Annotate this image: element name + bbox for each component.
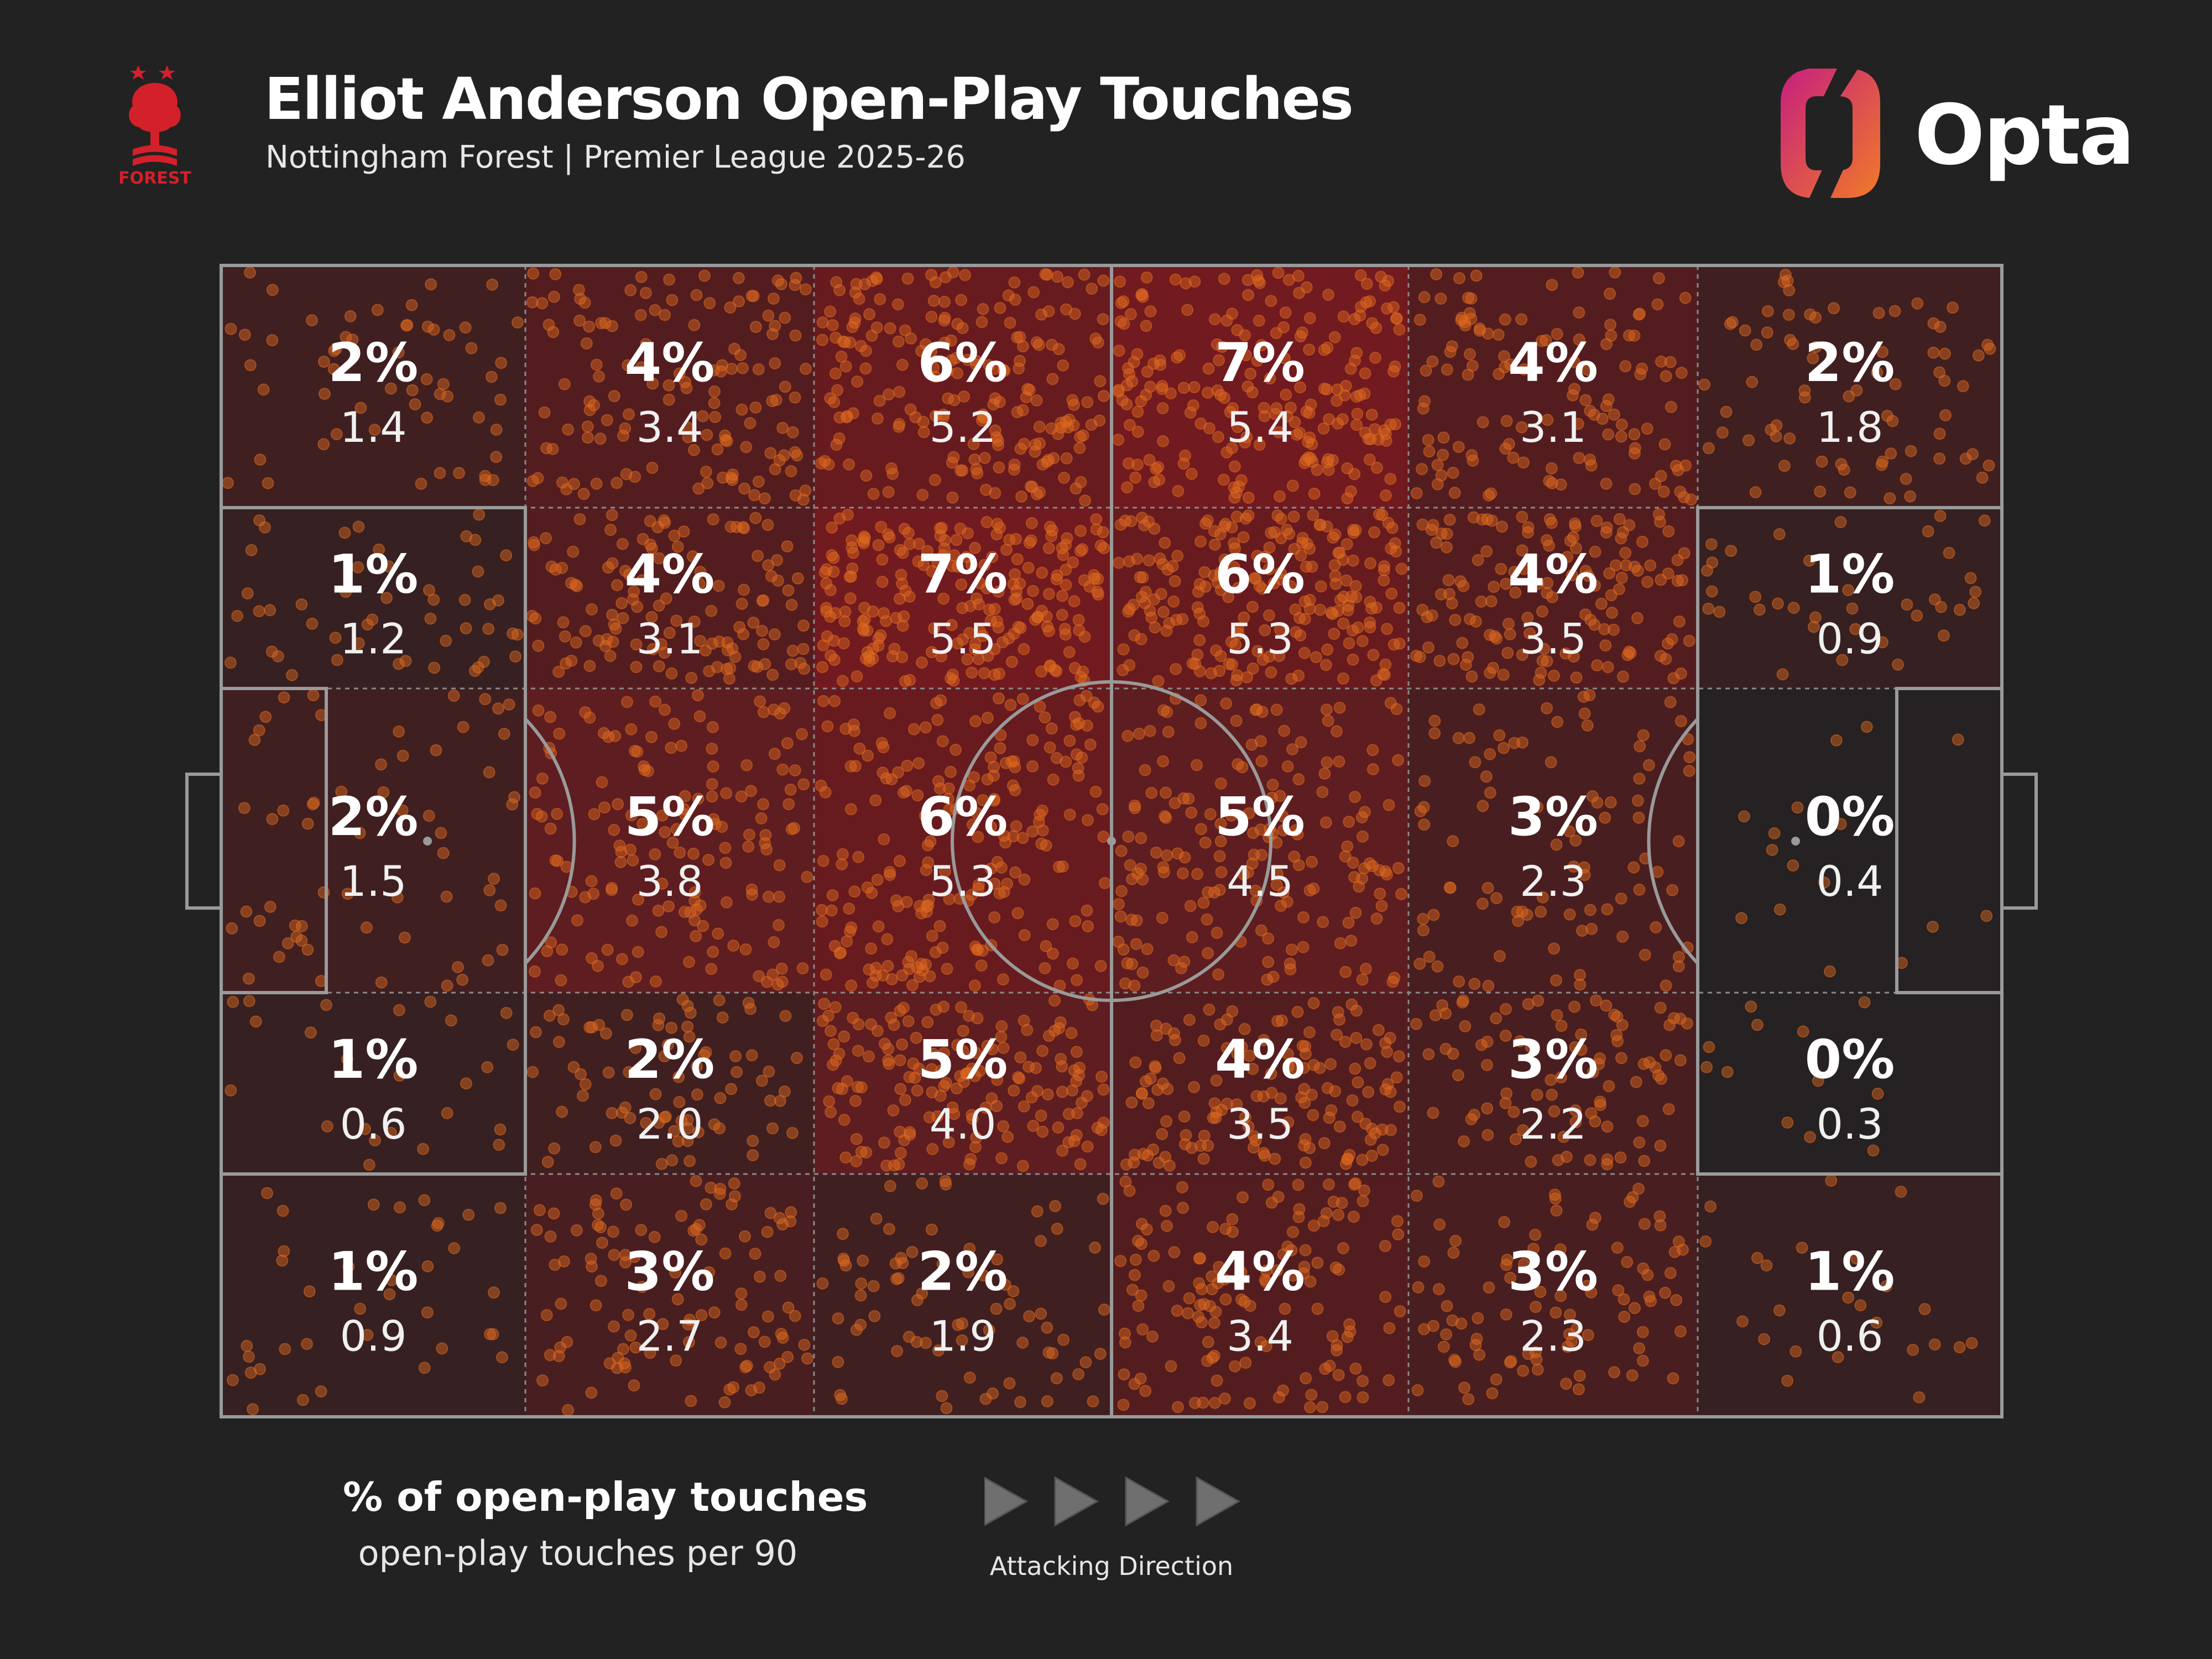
zone-pct-label: 3% bbox=[625, 1241, 715, 1303]
pitch-markings bbox=[185, 264, 2038, 1418]
zone-per90-label: 3.4 bbox=[637, 403, 703, 452]
zone-pct-label: 4% bbox=[1508, 332, 1598, 394]
zone-pct-label: 5% bbox=[625, 786, 715, 848]
zone-pct-label: 4% bbox=[1215, 1029, 1305, 1091]
heat-zone-r2-c0 bbox=[221, 688, 525, 993]
touch-dots bbox=[222, 266, 1996, 1416]
zone-pct-label: 7% bbox=[1215, 332, 1305, 394]
heat-zone-r3-c5 bbox=[1698, 993, 2002, 1174]
zone-per90-label: 0.9 bbox=[1817, 614, 1884, 664]
zone-per90-label: 2.7 bbox=[637, 1312, 703, 1361]
crest-text: FOREST bbox=[118, 169, 191, 188]
zone-labels: 2% 1.4 4% 3.4 6% 5.2 7% 5.4 4% 3.1 2% 1.8 1% 1.2 4% 3.1… bbox=[328, 332, 1895, 1361]
zone-per90-label: 3.5 bbox=[1520, 614, 1587, 664]
opta-wordmark: Opta bbox=[1914, 87, 2135, 184]
zone-per90-label: 5.3 bbox=[1227, 614, 1293, 664]
zone-pct-label: 2% bbox=[918, 1241, 1008, 1303]
zone-pct-label: 6% bbox=[918, 332, 1008, 394]
zone-pct-label: 1% bbox=[328, 1241, 419, 1303]
zone-per90-label: 3.1 bbox=[637, 614, 703, 664]
zone-pct-label: 7% bbox=[918, 544, 1008, 606]
attacking-direction-arrows-icon bbox=[984, 1476, 1241, 1527]
heat-zone-r1-c5 bbox=[1698, 508, 2002, 688]
zone-pct-label: 2% bbox=[328, 332, 419, 394]
zone-per90-label: 5.2 bbox=[930, 403, 997, 452]
heat-zone-r3-c4 bbox=[1408, 993, 1698, 1174]
heat-zone-r1-c3 bbox=[1112, 508, 1408, 688]
zone-per90-label: 5.3 bbox=[930, 857, 997, 906]
chart-subtitle: Nottingham Forest | Premier League 2025-… bbox=[265, 139, 966, 175]
zone-per90-label: 1.2 bbox=[340, 614, 407, 664]
zone-pct-label: 0% bbox=[1805, 786, 1895, 848]
attacking-direction-label: Attacking Direction bbox=[989, 1551, 1234, 1581]
heat-zone-r0-c1 bbox=[525, 265, 814, 508]
zone-per90-label: 3.8 bbox=[637, 857, 703, 906]
zone-per90-label: 1.8 bbox=[1817, 403, 1884, 452]
legend-per90-label: open-play touches per 90 bbox=[358, 1533, 798, 1573]
zone-pct-label: 2% bbox=[625, 1029, 715, 1091]
zone-pct-label: 6% bbox=[918, 786, 1008, 848]
nottingham-forest-crest-icon: FOREST bbox=[118, 65, 191, 188]
zone-per90-label: 1.4 bbox=[340, 403, 407, 452]
heat-zone-r4-c5 bbox=[1698, 1174, 2002, 1417]
heat-zone-r1-c4 bbox=[1408, 508, 1698, 688]
zone-pct-label: 4% bbox=[625, 544, 715, 606]
legend-percentage-label: % of open-play touches bbox=[343, 1474, 868, 1520]
zone-pct-label: 4% bbox=[1215, 1241, 1305, 1303]
zone-per90-label: 2.0 bbox=[637, 1099, 703, 1149]
zone-per90-label: 0.3 bbox=[1817, 1099, 1884, 1149]
heat-zone-r4-c0 bbox=[221, 1174, 525, 1417]
heat-zone-r0-c4 bbox=[1408, 265, 1698, 508]
zone-pct-label: 2% bbox=[328, 786, 419, 848]
zone-per90-label: 0.9 bbox=[340, 1312, 407, 1361]
zone-per90-label: 3.1 bbox=[1520, 403, 1587, 452]
zone-per90-label: 5.4 bbox=[1227, 403, 1293, 452]
zone-pct-label: 4% bbox=[625, 332, 715, 394]
zone-pct-label: 5% bbox=[918, 1029, 1008, 1091]
zone-pct-label: 1% bbox=[328, 544, 419, 606]
heat-zone-r3-c0 bbox=[221, 993, 525, 1174]
zone-per90-label: 4.5 bbox=[1227, 857, 1293, 906]
zone-pct-label: 1% bbox=[328, 1029, 419, 1091]
opta-logo-icon bbox=[1781, 69, 1880, 198]
zone-pct-label: 4% bbox=[1508, 544, 1598, 606]
zone-per90-label: 0.6 bbox=[340, 1099, 407, 1149]
zone-pct-label: 5% bbox=[1215, 786, 1305, 848]
heat-zone-r4-c1 bbox=[525, 1174, 814, 1417]
heat-zone-r2-c2 bbox=[814, 688, 1112, 993]
zone-pct-label: 6% bbox=[1215, 544, 1305, 606]
zone-per90-label: 2.3 bbox=[1520, 1312, 1587, 1361]
zone-per90-label: 2.2 bbox=[1520, 1099, 1587, 1149]
chart-title: Elliot Anderson Open-Play Touches bbox=[264, 65, 1354, 133]
zone-per90-label: 1.5 bbox=[340, 857, 407, 906]
zone-pct-label: 2% bbox=[1805, 332, 1895, 394]
zone-pct-label: 0% bbox=[1805, 1029, 1895, 1091]
zone-per90-label: 5.5 bbox=[930, 614, 997, 664]
heat-zone-r1-c0 bbox=[221, 508, 525, 688]
zone-per90-label: 3.5 bbox=[1227, 1099, 1293, 1149]
zone-per90-label: 4.0 bbox=[930, 1099, 997, 1149]
zone-pct-label: 1% bbox=[1805, 1241, 1895, 1303]
zone-per90-label: 0.6 bbox=[1817, 1312, 1884, 1361]
heat-zone-r2-c5 bbox=[1698, 688, 2002, 993]
zone-per90-label: 3.4 bbox=[1227, 1312, 1293, 1361]
zone-per90-label: 0.4 bbox=[1817, 857, 1884, 906]
zone-per90-label: 1.9 bbox=[930, 1312, 997, 1361]
zone-pct-label: 1% bbox=[1805, 544, 1895, 606]
zone-pct-label: 3% bbox=[1508, 786, 1598, 848]
zone-per90-label: 2.3 bbox=[1520, 857, 1587, 906]
zone-pct-label: 3% bbox=[1508, 1241, 1598, 1303]
zone-pct-label: 3% bbox=[1508, 1029, 1598, 1091]
